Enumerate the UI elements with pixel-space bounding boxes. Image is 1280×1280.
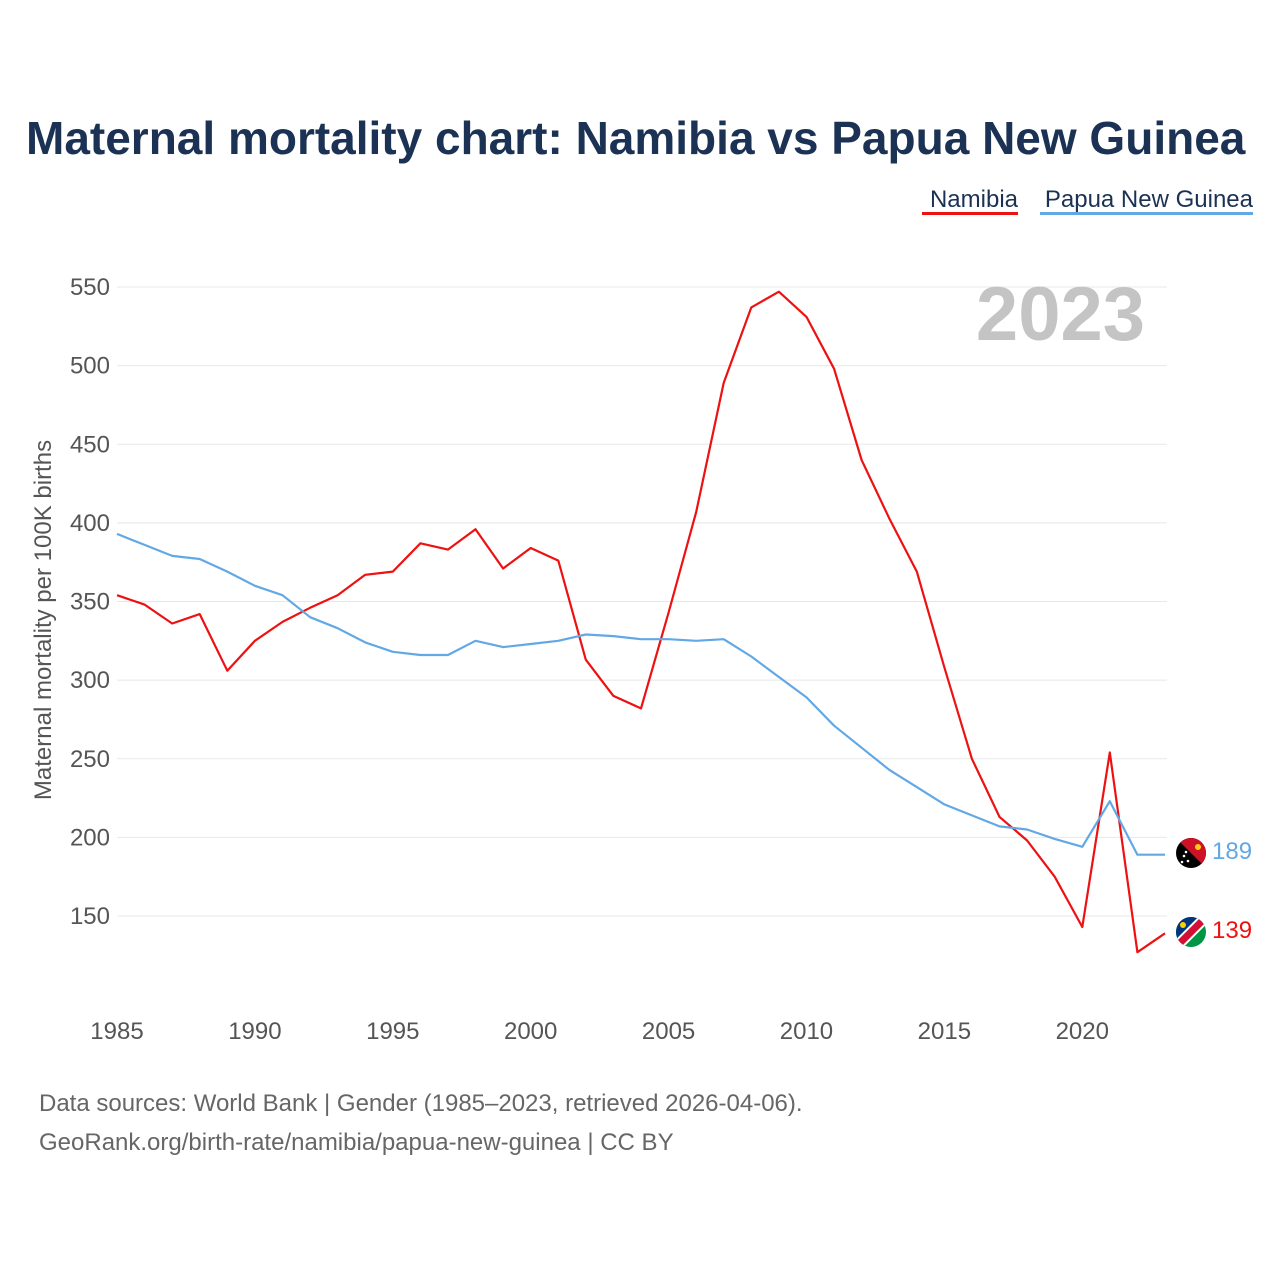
- footer-link[interactable]: GeoRank.org/birth-rate/namibia/papua-new…: [39, 1129, 674, 1156]
- y-tick-label: 500: [70, 353, 110, 380]
- papua-new-guinea-flag-icon: [1176, 838, 1206, 868]
- y-tick-label: 450: [70, 431, 110, 458]
- series: [116, 290, 1166, 954]
- y-axis-ticks: 150 200 250 300 350 400 450 500 550: [70, 274, 110, 930]
- end-value-papua-new-guinea: 189: [1212, 838, 1252, 865]
- footer-sources: Data sources: World Bank | Gender (1985–…: [39, 1090, 803, 1117]
- legend-item-namibia[interactable]: Namibia: [930, 186, 1019, 213]
- series-line-papua-new-guinea[interactable]: [116, 532, 1165, 856]
- y-axis-label: Maternal mortality per 100K births: [30, 440, 57, 800]
- legend-swatch-papua-new-guinea: [1040, 212, 1253, 215]
- legend-item-papua-new-guinea[interactable]: Papua New Guinea: [1045, 186, 1254, 213]
- y-tick-label: 200: [70, 824, 110, 851]
- legend-swatch-namibia: [922, 212, 1018, 215]
- y-tick-label: 300: [70, 667, 110, 694]
- y-tick-label: 150: [70, 903, 110, 930]
- legend: Namibia Papua New Guinea: [922, 186, 1254, 215]
- x-tick-label: 2015: [918, 1018, 971, 1045]
- y-tick-label: 550: [70, 274, 110, 301]
- end-value-namibia: 139: [1212, 917, 1252, 944]
- x-tick-label: 2005: [642, 1018, 695, 1045]
- y-tick-label: 400: [70, 510, 110, 537]
- current-year-label: 2023: [976, 272, 1145, 357]
- x-axis-ticks: 1985 1990 1995 2000 2005 2010 2015 2020: [90, 1018, 1109, 1045]
- chart-title: Maternal mortality chart: Namibia vs Pap…: [26, 112, 1246, 164]
- y-tick-label: 250: [70, 746, 110, 773]
- x-tick-label: 1985: [90, 1018, 143, 1045]
- x-tick-label: 2010: [780, 1018, 833, 1045]
- x-tick-label: 1995: [366, 1018, 419, 1045]
- x-tick-label: 1990: [228, 1018, 281, 1045]
- x-tick-label: 2000: [504, 1018, 557, 1045]
- grid: [117, 286, 1167, 917]
- x-tick-label: 2020: [1056, 1018, 1109, 1045]
- namibia-flag-icon: [1176, 917, 1206, 947]
- y-tick-label: 350: [70, 589, 110, 616]
- series-line-namibia[interactable]: [116, 290, 1166, 954]
